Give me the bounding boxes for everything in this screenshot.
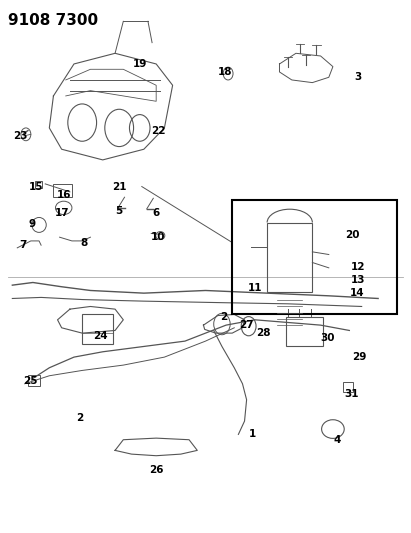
Text: 29: 29	[353, 352, 367, 362]
Text: 24: 24	[93, 331, 108, 341]
Text: 9108 7300: 9108 7300	[8, 13, 98, 28]
Text: 18: 18	[218, 67, 233, 77]
Text: 9: 9	[28, 219, 36, 229]
Bar	[28, 375, 40, 386]
Text: 3: 3	[354, 72, 361, 82]
Text: 15: 15	[29, 182, 44, 191]
Text: 7: 7	[19, 240, 26, 250]
Text: 14: 14	[350, 288, 365, 298]
Text: 17: 17	[54, 208, 69, 218]
Bar	[267, 223, 312, 292]
Text: 10: 10	[151, 232, 166, 242]
Bar	[343, 382, 353, 392]
Text: 4: 4	[333, 435, 341, 445]
Text: 30: 30	[321, 334, 335, 343]
Text: 2: 2	[76, 414, 84, 423]
Text: 31: 31	[344, 390, 359, 399]
Text: 23: 23	[13, 131, 28, 141]
Text: 19: 19	[133, 59, 147, 69]
Bar	[53, 184, 72, 197]
Text: 27: 27	[239, 320, 254, 330]
Bar	[82, 314, 113, 344]
Text: 21: 21	[112, 182, 127, 191]
Bar	[35, 181, 42, 188]
Text: 26: 26	[149, 465, 164, 475]
Text: 16: 16	[56, 190, 71, 199]
Text: 5: 5	[115, 206, 123, 215]
Text: 20: 20	[345, 230, 360, 239]
Text: 12: 12	[350, 262, 365, 271]
Text: 22: 22	[151, 126, 166, 135]
Bar	[232, 200, 397, 314]
Text: 25: 25	[23, 376, 38, 386]
Text: 13: 13	[350, 275, 365, 285]
Text: 1: 1	[249, 430, 256, 439]
Text: 6: 6	[152, 208, 160, 218]
Text: 11: 11	[247, 283, 262, 293]
Text: 2: 2	[220, 312, 228, 322]
Text: 28: 28	[256, 328, 270, 338]
Bar	[286, 317, 323, 346]
Text: 8: 8	[81, 238, 88, 247]
